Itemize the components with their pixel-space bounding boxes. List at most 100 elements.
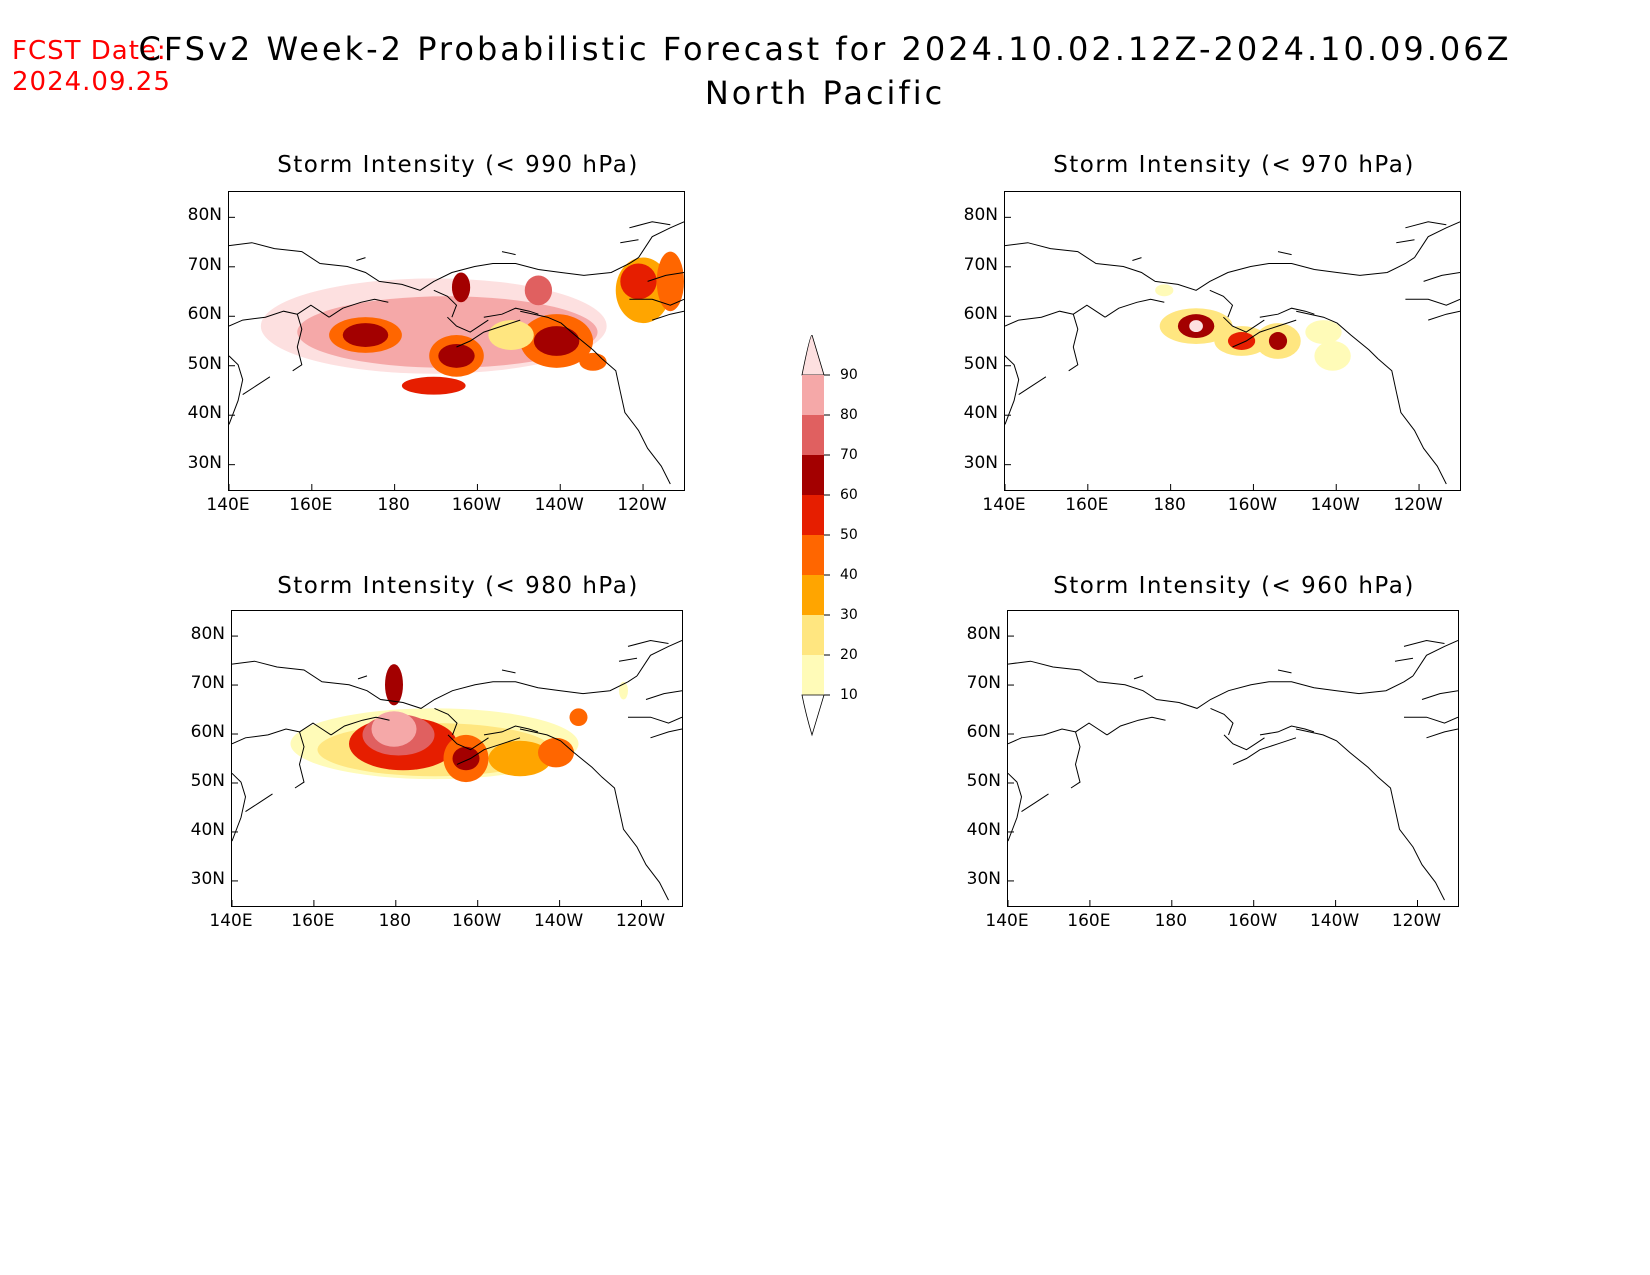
coastline [1005, 310, 1074, 327]
x-tick-label: 140E [209, 911, 253, 931]
y-tick-label: 70N [190, 673, 225, 694]
x-tick-label: 120W [1393, 495, 1443, 515]
coastline [1209, 289, 1234, 318]
y-tick-label: 30N [966, 868, 1001, 889]
x-tick-label: 140E [985, 911, 1029, 931]
probability-area [569, 708, 588, 727]
x-tick-label: 140W [534, 495, 584, 515]
y-tick-label: 50N [190, 770, 225, 791]
x-tick-label: 160E [1065, 495, 1109, 515]
coastline [229, 355, 244, 425]
coastline [229, 310, 298, 327]
coastline [330, 716, 390, 736]
probability-area [385, 664, 403, 706]
coastline [618, 657, 638, 662]
coastline [520, 310, 603, 360]
coastline [245, 793, 273, 813]
y-tick-label: 40N [966, 819, 1001, 840]
y-tick-label: 50N [966, 770, 1001, 791]
panel-title-980: Storm Intensity (< 980 hPa) [277, 573, 639, 599]
colorbar-segment [802, 455, 824, 495]
probability-area [371, 711, 417, 747]
forecast-date-value: 2024.09.25 [12, 67, 171, 97]
panel-title-970: Storm Intensity (< 970 hPa) [1053, 152, 1415, 178]
colorbar-segment [802, 575, 824, 615]
coastline [232, 772, 247, 842]
x-tick-label: 140E [982, 495, 1026, 515]
probability-area [488, 740, 552, 777]
coastline [232, 660, 638, 709]
colorbar-label: 10 [840, 687, 858, 703]
coastline [519, 728, 602, 777]
probability-area [533, 326, 580, 356]
probability-area [538, 737, 574, 768]
coastline [242, 376, 271, 396]
coastline [1405, 221, 1447, 229]
coastline [650, 728, 682, 739]
coastline [1223, 734, 1265, 751]
coastline [1005, 355, 1020, 425]
probability-area [1227, 332, 1256, 350]
coastline [1277, 669, 1292, 674]
map-990 [228, 191, 685, 491]
coastline [1008, 772, 1023, 842]
y-tick-label: 40N [187, 403, 222, 424]
probability-area [401, 376, 466, 395]
coastline [433, 289, 458, 318]
coastline [356, 257, 366, 261]
coastline [1106, 716, 1166, 736]
coastline [294, 731, 305, 789]
probability-area [1189, 320, 1203, 333]
y-tick-label: 70N [966, 673, 1001, 694]
coastline [1070, 731, 1081, 789]
coastline [1068, 314, 1079, 372]
x-tick-label: 180 [1153, 495, 1186, 515]
map-970 [1004, 191, 1461, 491]
coastline [501, 669, 516, 674]
colorbar-label: 80 [840, 407, 858, 423]
probability-area [619, 681, 628, 700]
coastline [636, 640, 682, 677]
coastline [638, 221, 684, 258]
coastline [601, 358, 671, 485]
coastline [629, 298, 684, 306]
coastline [1296, 310, 1379, 360]
map-svg [232, 635, 682, 906]
y-tick-label: 50N [963, 353, 998, 374]
probability-area [342, 323, 389, 347]
probability-area [451, 272, 471, 303]
y-tick-label: 30N [963, 452, 998, 473]
map-960 [1007, 610, 1459, 907]
colorbar-label: 30 [840, 607, 858, 623]
map-980 [231, 610, 683, 907]
x-tick-label: 180 [377, 495, 410, 515]
probability-area [524, 275, 553, 306]
coastline [1232, 737, 1297, 765]
probability-area [1314, 341, 1351, 371]
forecast-date-block: FCST Date: 2024.09.25 [12, 36, 171, 98]
coastline [1428, 310, 1460, 321]
x-tick-label: 160W [452, 911, 502, 931]
coastline [628, 716, 682, 724]
coastline [1021, 793, 1049, 813]
coastline [1403, 639, 1445, 647]
coastline [645, 690, 682, 700]
y-tick-label: 80N [966, 624, 1001, 645]
probability-area [620, 263, 657, 300]
coastline [627, 639, 669, 647]
coastline [1008, 660, 1414, 709]
y-tick-label: 60N [966, 722, 1001, 742]
probability-area [1268, 332, 1288, 350]
colorbar-segment [802, 495, 824, 535]
probability-area [656, 251, 684, 312]
x-tick-label: 140W [1309, 911, 1360, 931]
coastline [652, 310, 684, 321]
coastline [1223, 316, 1265, 333]
coastline [501, 251, 516, 256]
x-tick-label: 120W [617, 495, 667, 515]
coastline [1133, 675, 1144, 680]
x-tick-label: 160W [1227, 495, 1278, 515]
coastline [600, 775, 669, 901]
coastline [229, 242, 639, 291]
x-tick-label: 140W [533, 911, 584, 931]
